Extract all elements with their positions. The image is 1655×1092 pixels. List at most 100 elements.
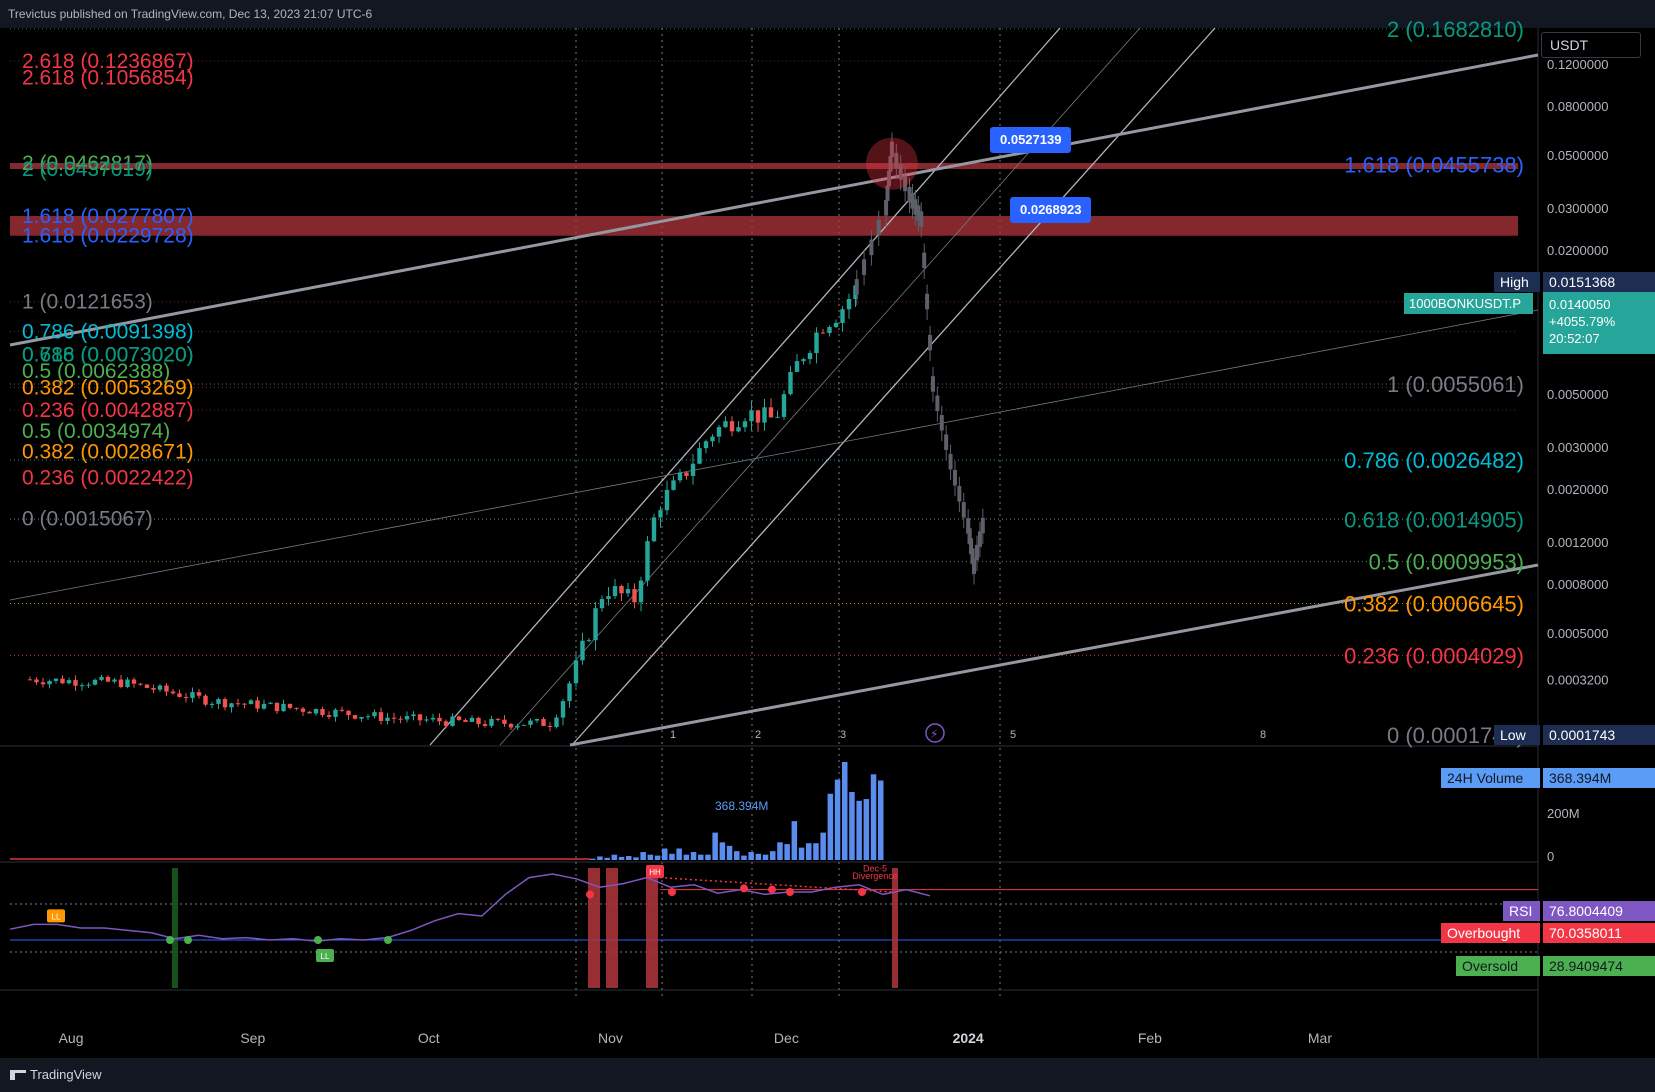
candle-body: [151, 687, 156, 690]
candle-body: [248, 700, 254, 705]
divergence-highlight: [892, 868, 898, 988]
candle-body: [391, 717, 397, 719]
candle-body: [164, 685, 169, 692]
projection-candle: [876, 210, 881, 246]
volume-bar: [791, 821, 798, 860]
volume-bar: [626, 856, 632, 860]
candle: [508, 723, 514, 731]
volume-bar: [734, 851, 740, 860]
candle-body: [229, 703, 234, 708]
divergence-highlight: [646, 868, 658, 988]
candle: [170, 689, 176, 695]
price-axis-tick: 0.0030000: [1547, 440, 1608, 455]
currency-selector[interactable]: USDT: [1541, 32, 1641, 58]
projection-body: [970, 548, 975, 564]
projection-body: [910, 193, 915, 209]
candle-body: [528, 720, 533, 725]
fib-label-left: 0.236 (0.0022422): [22, 466, 194, 489]
projection-candle: [916, 196, 921, 232]
volume-bar: [669, 853, 675, 860]
candle: [229, 702, 234, 713]
candle-body: [762, 407, 767, 423]
candle-body: [326, 715, 332, 717]
projection-body: [972, 558, 977, 574]
candle-body: [443, 721, 449, 726]
candle: [307, 710, 312, 714]
candle-body: [677, 472, 683, 481]
projection-body: [903, 175, 908, 192]
candle: [762, 398, 767, 431]
oversold-label: Oversold: [1456, 956, 1540, 976]
projection-body: [939, 415, 944, 431]
fib-label-left: 0.786 (0.0091398): [22, 320, 194, 343]
candle: [768, 398, 774, 418]
rsi-line: [9, 873, 931, 942]
candle-body: [125, 679, 130, 688]
fib-label-left: 0.382 (0.0053269): [22, 376, 194, 399]
rsi-bull-dot: [384, 936, 392, 944]
candle: [443, 719, 449, 729]
candle-body: [651, 517, 657, 542]
candle-body: [47, 680, 52, 685]
price-axis-tick: 0.0012000: [1547, 535, 1608, 550]
candle-body: [625, 589, 631, 594]
fib-label-left: 1 (0.0121653): [22, 291, 153, 314]
candle-body: [593, 608, 598, 641]
rsi-value: 76.8004409: [1543, 901, 1655, 921]
candle: [378, 707, 384, 725]
candle-body: [495, 718, 501, 720]
price-axis-tick: 0.0800000: [1547, 99, 1608, 114]
candle: [593, 602, 598, 651]
candle: [398, 716, 403, 724]
volume-bar: [647, 854, 654, 860]
wave-count: 5: [1010, 729, 1016, 741]
candle: [534, 718, 540, 723]
candle-body: [281, 703, 286, 712]
candle-body: [190, 692, 195, 698]
wave-count: 8: [1260, 729, 1266, 741]
volume-inline-value: 368.394M: [715, 799, 768, 813]
overbought-label: Overbought: [1441, 923, 1540, 943]
tradingview-logo[interactable]: TradingView: [10, 1067, 102, 1082]
volume-bar: [705, 854, 711, 860]
candle-body: [261, 703, 267, 709]
volume-label: 24H Volume: [1441, 768, 1540, 788]
candle: [677, 468, 683, 483]
candle-body: [170, 691, 176, 694]
candle-body: [60, 678, 65, 684]
candle-body: [723, 421, 728, 428]
fib-label-left: 0.786 (0.0073020): [22, 344, 194, 367]
projection-candle: [961, 492, 966, 529]
projection-body: [919, 211, 924, 227]
candle: [840, 306, 845, 332]
projection-body: [928, 334, 933, 351]
volume-bar: [827, 793, 834, 860]
candle: [203, 694, 208, 707]
trend-line: [569, 563, 1539, 747]
volume-bar: [611, 854, 618, 860]
candle-body: [671, 480, 676, 490]
projection-candle: [903, 166, 908, 202]
candle-body: [469, 717, 475, 722]
projection-candle: [869, 230, 874, 266]
candle-body: [658, 510, 663, 518]
rsi-bear-dot: [768, 885, 776, 894]
candle: [586, 637, 592, 643]
fib-label-left: 0.5 (0.0062388): [22, 360, 170, 383]
candle-body: [541, 718, 546, 726]
volume-bar: [842, 761, 848, 860]
candle: [333, 708, 338, 722]
candle-body: [430, 717, 436, 720]
rsi-label: RSI: [1503, 901, 1540, 921]
candle: [625, 582, 631, 597]
resistance-band: [10, 216, 1518, 236]
candle-body: [450, 716, 455, 726]
footer-brand: TradingView: [30, 1067, 102, 1082]
candle-body: [385, 717, 390, 721]
rsi-bull-dot: [314, 936, 322, 944]
candle-body: [619, 586, 624, 594]
volume-bar: [834, 779, 841, 860]
candle: [385, 713, 390, 725]
candle-body: [807, 353, 813, 360]
